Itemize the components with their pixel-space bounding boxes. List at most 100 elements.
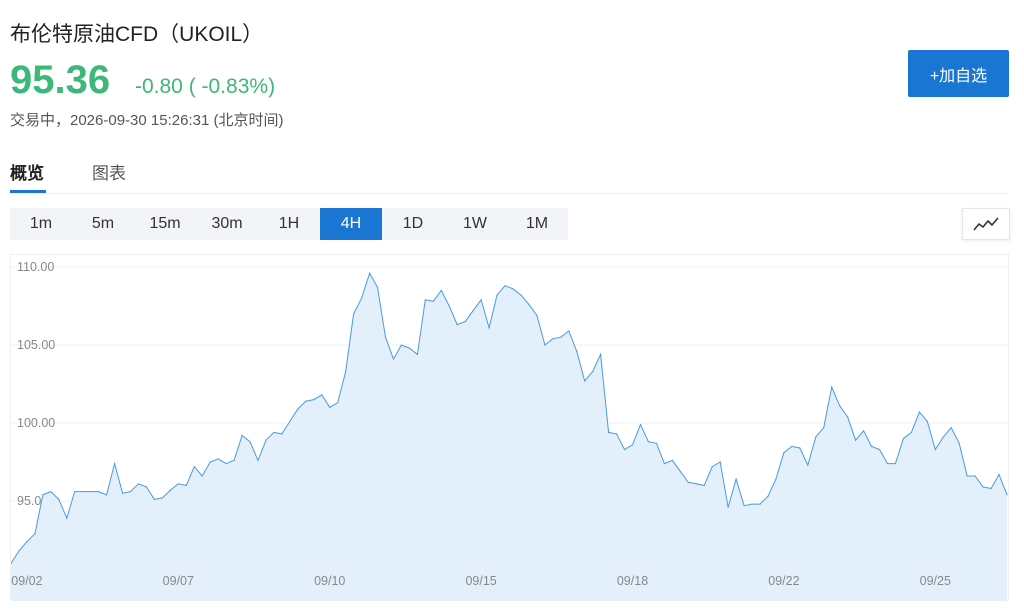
interval-1h[interactable]: 1H — [278, 215, 300, 232]
price-point — [217, 458, 219, 460]
price-point — [600, 353, 602, 355]
price-point — [193, 466, 195, 468]
price-point — [568, 330, 570, 332]
price-point — [878, 448, 881, 451]
x-tick-label: 09/15 — [465, 574, 496, 588]
price-point — [225, 463, 227, 465]
price-point — [560, 336, 562, 338]
price-point — [974, 475, 976, 477]
tab-overview[interactable]: 概览 — [10, 164, 44, 183]
price-point — [528, 303, 530, 305]
price-point — [870, 445, 873, 447]
price-point — [50, 491, 52, 493]
price-point — [209, 461, 211, 463]
price-point — [655, 442, 658, 444]
price-point — [990, 487, 992, 490]
price-point — [536, 314, 538, 316]
chart-type-button[interactable] — [962, 208, 1010, 240]
price-point — [18, 550, 20, 552]
interval-1m[interactable]: 1m — [29, 215, 53, 232]
interval-5m[interactable]: 5m — [91, 215, 115, 232]
price-point — [321, 394, 323, 396]
price-point — [297, 408, 299, 410]
price-point — [727, 506, 729, 508]
price-point — [703, 484, 705, 486]
price-point — [480, 299, 482, 301]
price-point — [998, 473, 1000, 476]
price-point — [122, 492, 124, 494]
price-point — [544, 344, 546, 346]
add-to-watchlist-button[interactable]: +加自选 — [908, 50, 1009, 97]
price-point — [863, 430, 865, 432]
price-point — [552, 338, 554, 340]
x-tick-label: 09/02 — [11, 574, 42, 588]
price-point — [34, 533, 36, 535]
price-point — [671, 459, 673, 461]
price-point — [424, 299, 426, 301]
price-point — [783, 452, 785, 454]
price-point — [58, 498, 60, 500]
price-point — [448, 305, 450, 307]
price-point — [345, 370, 347, 373]
price-point — [982, 486, 984, 488]
x-tick-label: 09/18 — [617, 574, 648, 588]
price-point — [337, 402, 339, 404]
price-point — [743, 505, 745, 507]
price-point — [464, 321, 466, 323]
price-point — [966, 475, 968, 477]
price-point — [185, 484, 187, 486]
x-tick-label: 09/22 — [768, 574, 799, 588]
price-point — [711, 466, 713, 468]
price-point — [408, 347, 410, 349]
price-point — [815, 436, 817, 438]
interval-30m[interactable]: 30m — [211, 215, 243, 232]
interval-1mo[interactable]: 1M — [525, 215, 549, 232]
price-point — [584, 380, 586, 382]
price-point — [265, 439, 267, 441]
trading-status: 交易中，2026-09-30 15:26:31 (北京时间) — [10, 112, 284, 129]
price-point — [440, 289, 442, 291]
price-point — [576, 350, 578, 352]
price-point — [82, 491, 84, 493]
price-chart[interactable]: 110.00105.00100.0095.0090.0009/0209/0709… — [10, 254, 1009, 601]
instrument-title: 布伦特原油CFD（UKOIL） — [10, 23, 264, 46]
price-point — [456, 324, 458, 326]
price-point — [791, 445, 793, 447]
active-tab-indicator — [10, 190, 46, 193]
price-point — [639, 424, 642, 426]
price-point — [106, 494, 108, 496]
price-point — [11, 562, 12, 564]
price-point — [257, 459, 259, 461]
y-tick-label: 110.00 — [17, 260, 54, 274]
interval-15m[interactable]: 15m — [149, 215, 181, 232]
interval-1w[interactable]: 1W — [463, 215, 487, 232]
price-point — [823, 427, 825, 429]
price-point — [592, 370, 594, 373]
price-point — [695, 483, 697, 485]
price-point — [839, 405, 841, 407]
price-point — [400, 344, 402, 346]
x-tick-label: 09/07 — [163, 574, 194, 588]
price-point — [918, 411, 921, 413]
price-point — [807, 464, 809, 466]
price-point — [926, 420, 928, 422]
price-point — [241, 434, 243, 437]
x-tick-label: 09/10 — [314, 574, 345, 588]
price-point — [512, 288, 514, 290]
price-point — [520, 294, 522, 296]
interval-4h[interactable]: 4H — [320, 208, 382, 240]
price-point — [384, 336, 387, 338]
price-point — [751, 503, 753, 505]
price-point — [361, 297, 363, 299]
interval-1d[interactable]: 1D — [402, 215, 424, 232]
price-point — [623, 448, 626, 451]
price-point — [74, 491, 76, 493]
price-point — [281, 433, 283, 435]
price-point — [416, 353, 418, 355]
price-point — [488, 327, 490, 329]
price-point — [201, 475, 203, 477]
price-point — [90, 491, 92, 493]
tab-chart[interactable]: 图表 — [92, 164, 126, 183]
price-point — [392, 358, 395, 360]
price-point — [42, 494, 44, 496]
